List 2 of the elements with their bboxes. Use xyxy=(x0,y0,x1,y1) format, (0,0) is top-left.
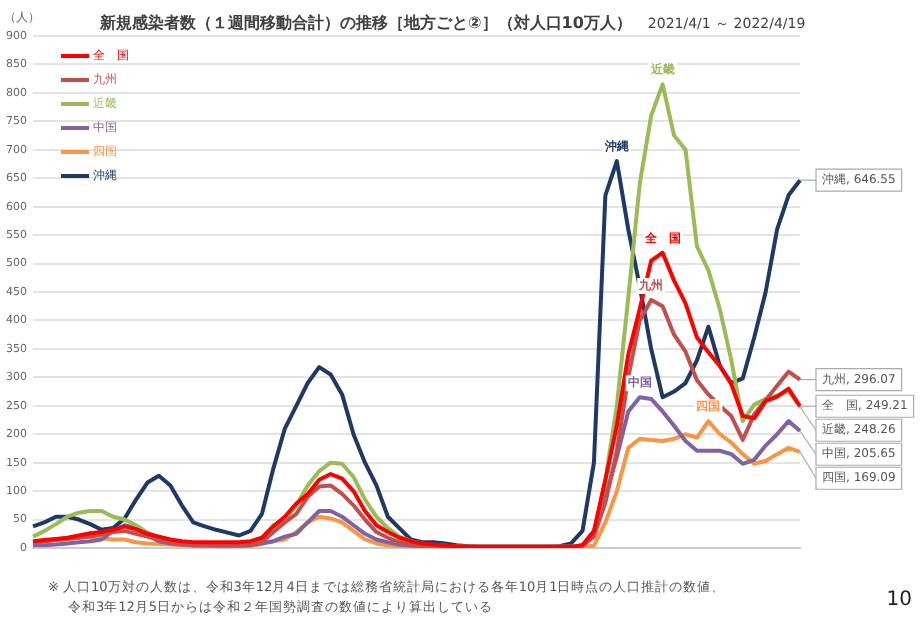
chart-title: 新規感染者数（１週間移動合計）の推移［地方ごと②］（対人口10万人） xyxy=(98,12,632,33)
text: 10 xyxy=(886,589,912,612)
